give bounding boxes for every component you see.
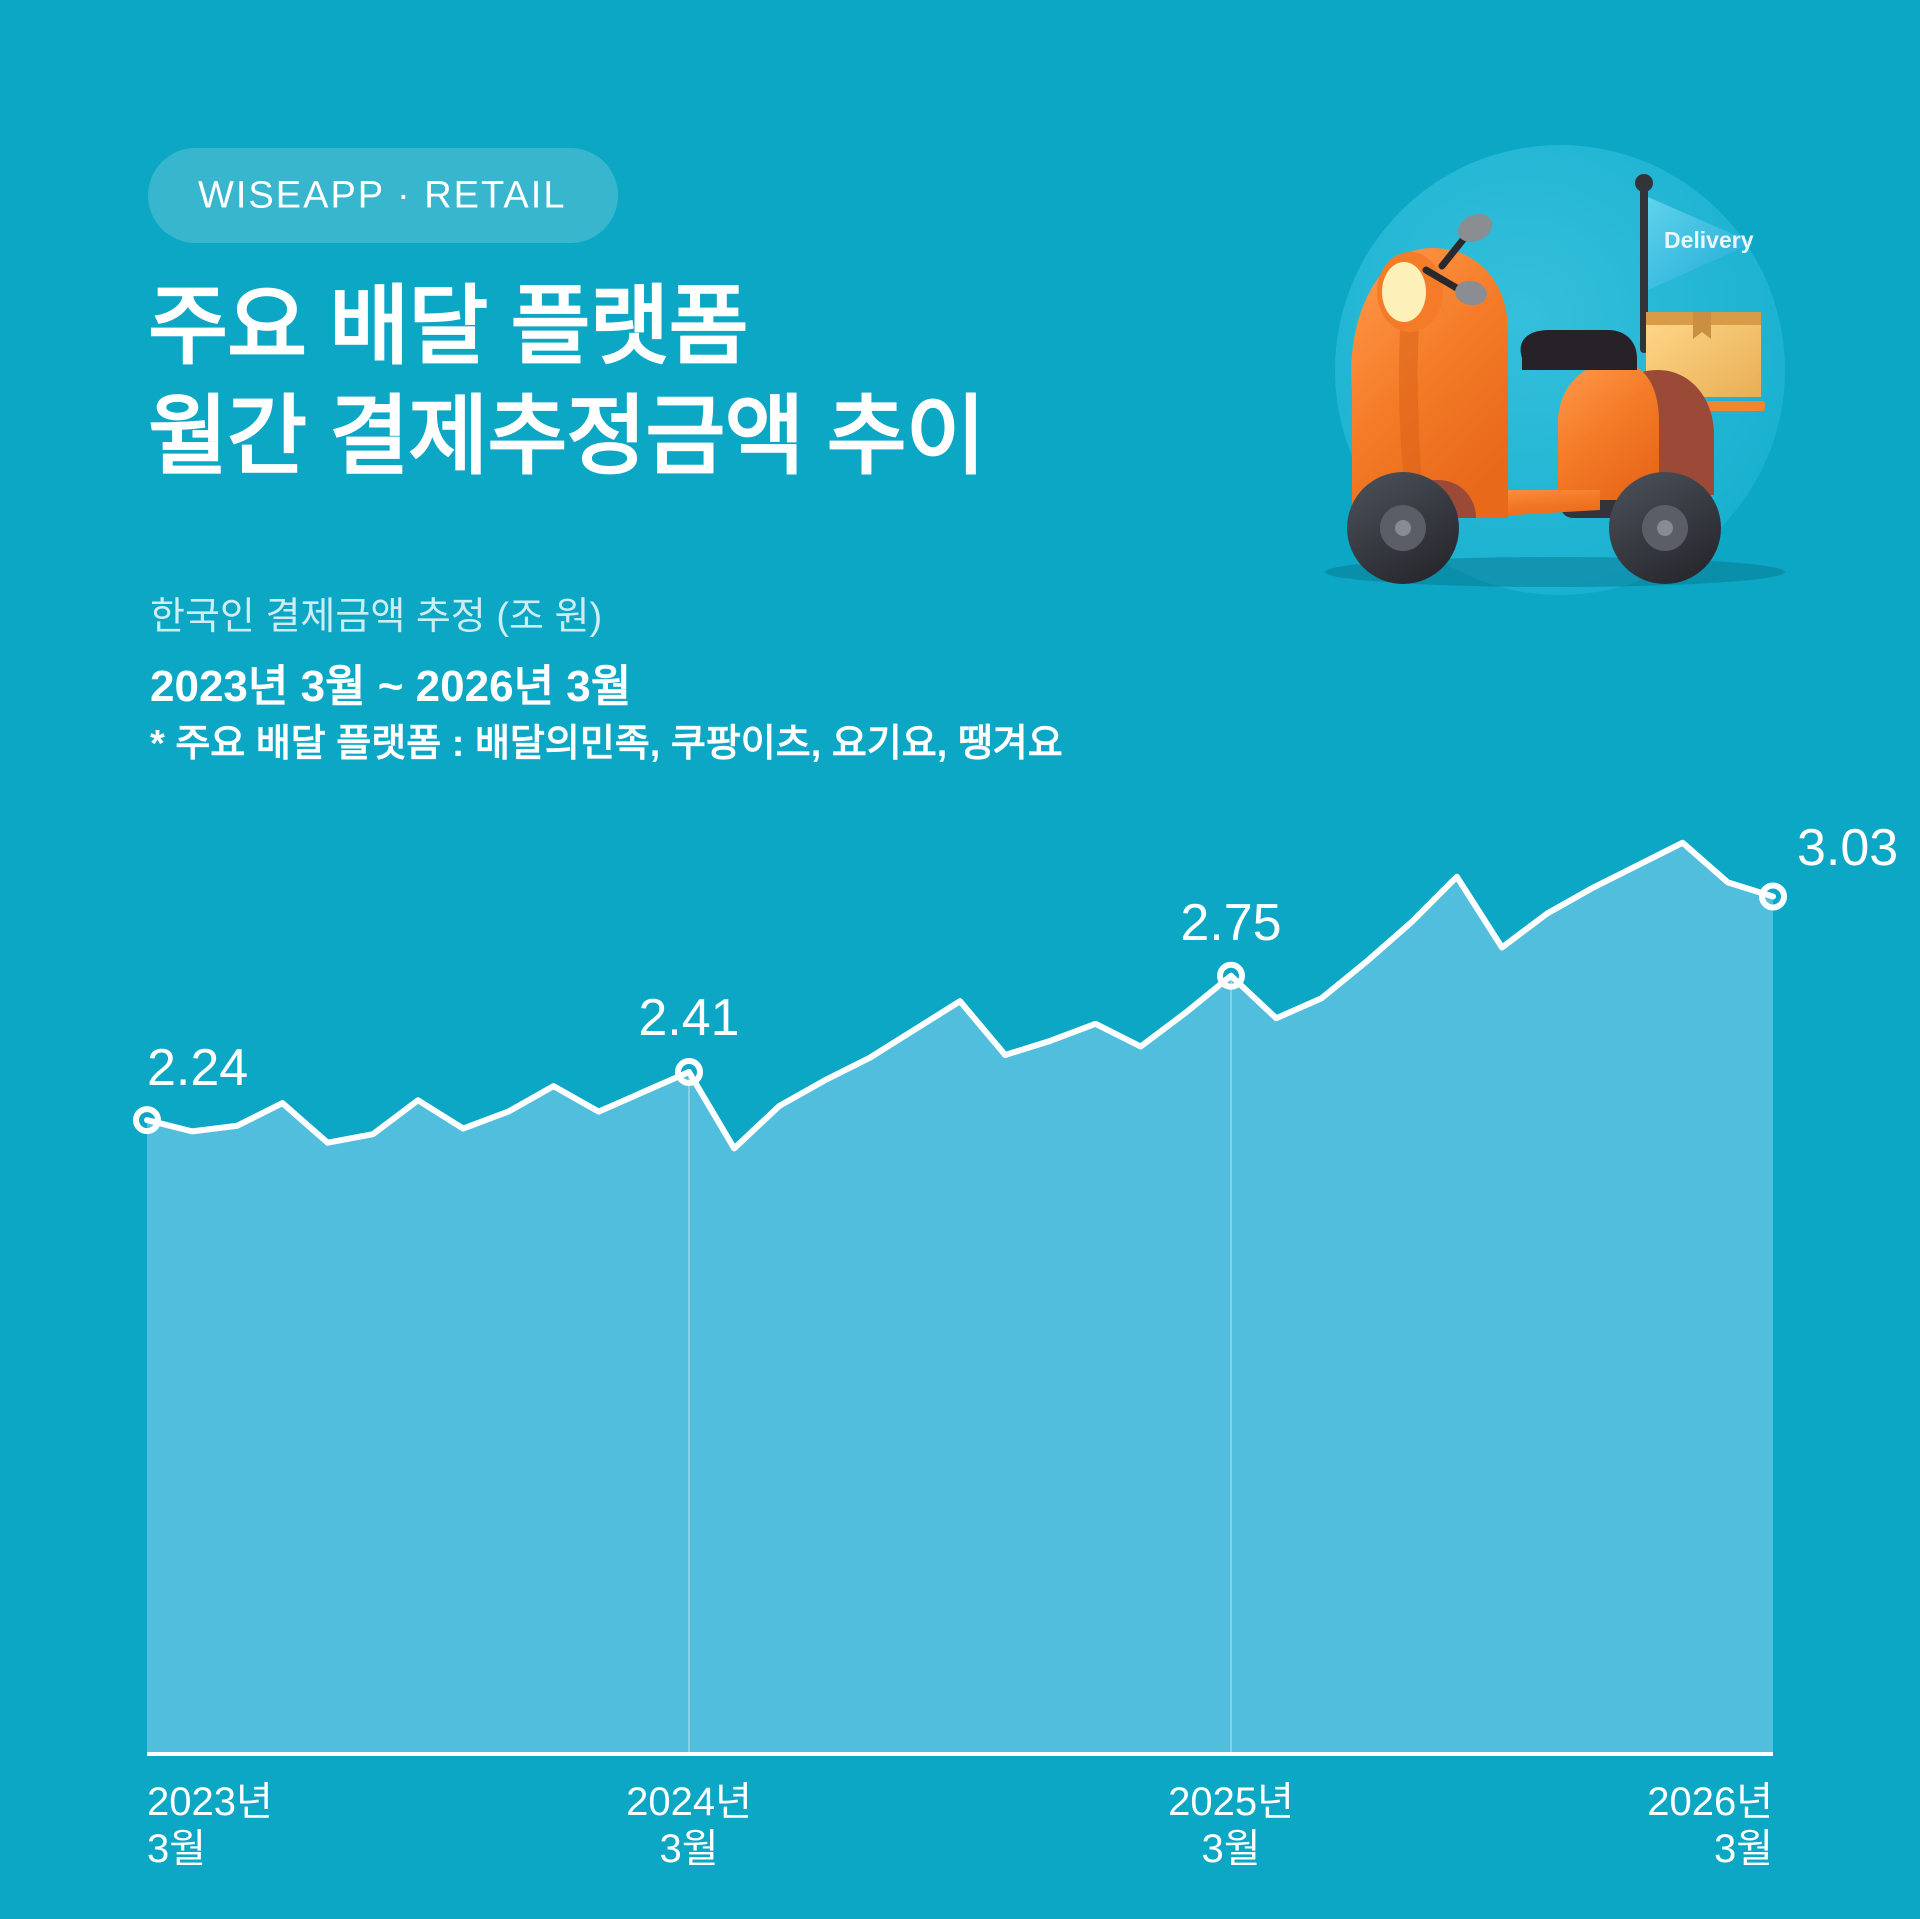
- svg-text:2026년: 2026년: [1647, 1780, 1773, 1824]
- svg-text:2023년: 2023년: [147, 1780, 273, 1824]
- svg-text:2025년: 2025년: [1168, 1780, 1294, 1824]
- svg-text:3월: 3월: [1714, 1827, 1773, 1871]
- svg-text:2.75: 2.75: [1180, 894, 1281, 952]
- svg-text:3.03: 3.03: [1797, 819, 1898, 877]
- svg-text:2.24: 2.24: [147, 1039, 248, 1097]
- svg-text:3월: 3월: [1201, 1827, 1260, 1871]
- svg-text:3월: 3월: [147, 1827, 206, 1871]
- svg-text:2.41: 2.41: [638, 989, 739, 1047]
- svg-text:3월: 3월: [659, 1827, 718, 1871]
- svg-text:2024년: 2024년: [626, 1780, 752, 1824]
